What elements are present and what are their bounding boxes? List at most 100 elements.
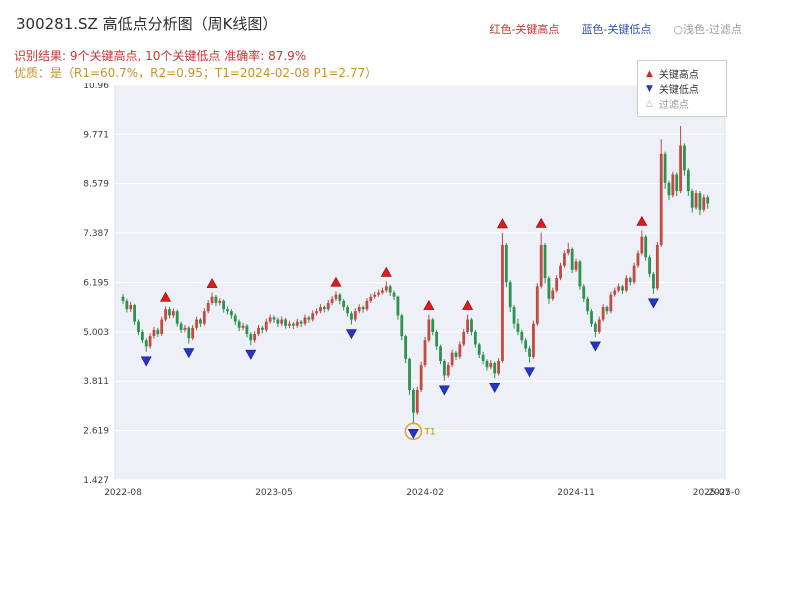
candle-body bbox=[152, 329, 156, 337]
key-high-marker bbox=[423, 299, 435, 310]
candle-body bbox=[291, 323, 295, 326]
key-high-marker bbox=[380, 266, 392, 277]
candle-body bbox=[539, 244, 543, 287]
candle-body bbox=[578, 261, 582, 287]
candle-body bbox=[470, 319, 473, 332]
y-tick-label: 10.96 bbox=[83, 83, 109, 91]
candle-body bbox=[675, 174, 679, 192]
candle-body bbox=[350, 313, 353, 320]
candle-body bbox=[315, 311, 318, 314]
candle-body bbox=[357, 307, 361, 312]
key-low-marker-icon: ▼ bbox=[646, 83, 653, 94]
t1-highlight-circle bbox=[404, 422, 423, 441]
candle-body bbox=[222, 300, 226, 310]
candle-body bbox=[450, 352, 454, 366]
candle-body bbox=[524, 340, 528, 349]
candle-body bbox=[663, 153, 667, 183]
candle-body bbox=[609, 294, 613, 312]
candle-body bbox=[706, 197, 710, 204]
candle-body bbox=[597, 319, 601, 332]
candle-body bbox=[381, 290, 384, 293]
candle-body bbox=[187, 327, 191, 339]
candle-body bbox=[264, 321, 268, 330]
filtered-marker-icon: △ bbox=[646, 98, 653, 109]
quality-text: 优质：是（R1=60.7%，R2=0.95；T1=2024-02-08 P1=2… bbox=[14, 66, 378, 80]
header-legend-filtered: ○浅色-过滤点 bbox=[673, 23, 742, 36]
candle-body bbox=[686, 170, 690, 192]
candle-body bbox=[125, 300, 129, 310]
candle-body bbox=[253, 334, 257, 341]
candle-body bbox=[412, 389, 415, 413]
candle-body bbox=[435, 331, 439, 347]
candle-body bbox=[388, 286, 392, 293]
key-point-markers bbox=[140, 215, 659, 439]
legend-item-key-low: ▼ 关键低点 bbox=[646, 81, 718, 97]
candle-body bbox=[446, 365, 450, 376]
candle-body bbox=[419, 365, 423, 390]
key-low-marker bbox=[489, 383, 501, 393]
candle-body bbox=[140, 331, 144, 341]
candle-body bbox=[338, 294, 342, 301]
candle-body bbox=[288, 323, 291, 326]
candle-body bbox=[570, 249, 574, 270]
key-high-marker bbox=[160, 291, 172, 302]
candle-body bbox=[590, 311, 593, 324]
candle-body bbox=[667, 182, 671, 196]
key-low-marker bbox=[647, 298, 659, 309]
candle-body bbox=[582, 286, 586, 299]
candle-body bbox=[423, 340, 427, 366]
candle-body bbox=[156, 329, 160, 335]
candle-body bbox=[369, 296, 373, 301]
candle-body bbox=[702, 197, 706, 210]
candle-body bbox=[342, 300, 346, 308]
x-tick-label: 2022-08 bbox=[104, 488, 142, 498]
key-high-marker bbox=[535, 217, 547, 228]
candle-body bbox=[195, 319, 198, 328]
candle-body bbox=[442, 360, 446, 376]
y-tick-label: 6.195 bbox=[83, 278, 109, 288]
candle-body bbox=[307, 317, 311, 320]
candle-body bbox=[547, 278, 551, 299]
key-high-marker bbox=[636, 215, 648, 226]
candle-body bbox=[334, 294, 338, 299]
candle-body bbox=[415, 389, 419, 413]
x-tick-label: 2023-05 bbox=[255, 488, 293, 498]
key-low-marker bbox=[345, 329, 357, 340]
candle-body bbox=[493, 363, 497, 374]
candle-body bbox=[462, 331, 466, 345]
candle-body bbox=[683, 145, 686, 171]
candle-body bbox=[133, 305, 137, 322]
candle-body bbox=[512, 307, 516, 324]
candle-body bbox=[473, 331, 477, 345]
candle-body bbox=[257, 327, 260, 335]
candle-body bbox=[516, 323, 520, 332]
candle-body bbox=[636, 253, 640, 266]
candle-body bbox=[586, 298, 590, 312]
candle-body bbox=[628, 278, 632, 283]
candle-body bbox=[322, 307, 326, 310]
candle-body bbox=[377, 292, 380, 295]
header-legend: 红色-关键高点 蓝色-关键低点 ○浅色-过滤点 bbox=[489, 21, 742, 37]
candle-body bbox=[299, 321, 303, 324]
candle-body bbox=[640, 236, 644, 254]
candle-body bbox=[431, 319, 435, 332]
candle-body bbox=[268, 317, 272, 322]
candle-body bbox=[392, 292, 396, 297]
y-tick-label: 1.427 bbox=[83, 476, 109, 486]
candle-body bbox=[404, 336, 408, 359]
candle-body bbox=[617, 286, 621, 291]
candle-body bbox=[501, 244, 504, 361]
header-legend-key-low: 蓝色-关键低点 bbox=[581, 23, 652, 36]
candle-body bbox=[427, 319, 431, 341]
candle-body bbox=[346, 307, 349, 314]
candle-body bbox=[535, 286, 539, 324]
candle-body bbox=[129, 305, 133, 310]
key-high-marker bbox=[496, 218, 508, 229]
key-high-marker bbox=[330, 276, 342, 287]
y-tick-label: 3.811 bbox=[83, 377, 109, 387]
candle-body bbox=[245, 325, 249, 335]
key-low-marker bbox=[589, 341, 601, 352]
x-tick-label: 2024-11 bbox=[557, 488, 595, 498]
candle-body bbox=[671, 174, 675, 196]
candle-body bbox=[632, 265, 636, 283]
